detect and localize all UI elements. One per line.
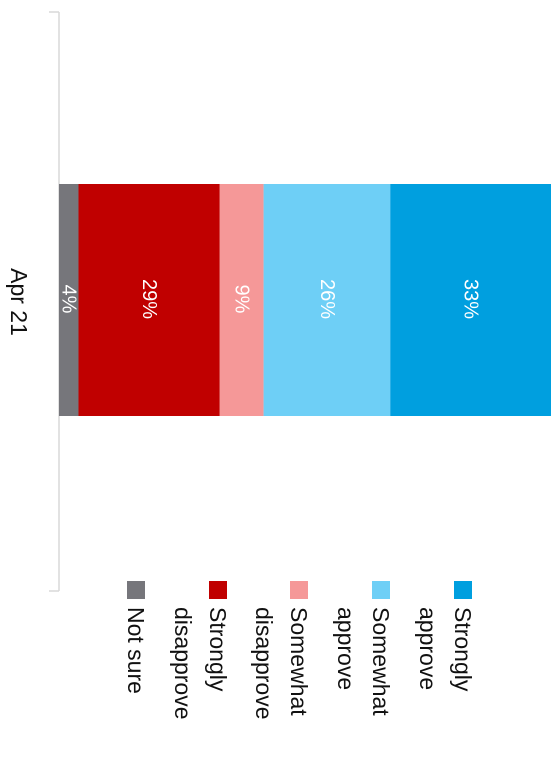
data-label-somewhat-approve: 26% xyxy=(316,279,338,319)
legend-item-strongly-approve: Strongly approve xyxy=(415,581,476,692)
bar-segment-somewhat-approve xyxy=(263,184,391,416)
legend-item-somewhat-disapprove: Somewhat disapprove xyxy=(251,581,312,720)
legend-item-not-sure: Not sure xyxy=(123,581,149,694)
legend-label-strongly-approve: approve xyxy=(415,607,441,690)
legend-label-not-sure: Not sure xyxy=(123,607,149,694)
data-label-somewhat-disapprove: 9% xyxy=(231,285,253,314)
legend-swatch-strongly-approve xyxy=(454,581,472,599)
legend-item-somewhat-approve: Somewhat approve xyxy=(333,581,394,716)
bar-segment-strongly-disapprove xyxy=(78,184,220,416)
data-label-strongly-approve: 33% xyxy=(460,279,482,319)
legend-label-strongly-approve: Strongly xyxy=(450,607,476,692)
legend-label-strongly-disapprove: Strongly xyxy=(205,607,231,692)
data-label-not-sure: 4% xyxy=(58,285,80,314)
legend-swatch-somewhat-disapprove xyxy=(290,581,308,599)
legend-swatch-somewhat-approve xyxy=(372,581,390,599)
legend: Strongly approve Somewhat approve Somewhat di… xyxy=(123,581,476,720)
legend-swatch-not-sure xyxy=(127,581,145,599)
legend-label-strongly-disapprove: disapprove xyxy=(170,607,196,720)
legend-label-somewhat-disapprove: disapprove xyxy=(251,607,277,720)
data-label-strongly-disapprove: 29% xyxy=(138,279,160,319)
legend-label-somewhat-approve: Somewhat xyxy=(368,607,394,716)
bar-segment-strongly-approve xyxy=(390,184,551,416)
legend-item-strongly-disapprove: Strongly disapprove xyxy=(170,581,231,720)
legend-swatch-strongly-disapprove xyxy=(209,581,227,599)
bar-group: 4% 29% 9% 26% 33% xyxy=(58,184,551,416)
bar-segment-somewhat-disapprove xyxy=(219,184,264,416)
bar-segment-not-sure xyxy=(59,184,79,416)
category-label: Apr 21 xyxy=(6,268,32,336)
legend-label-somewhat-approve: approve xyxy=(333,607,359,690)
legend-label-somewhat-disapprove: Somewhat xyxy=(286,607,312,716)
